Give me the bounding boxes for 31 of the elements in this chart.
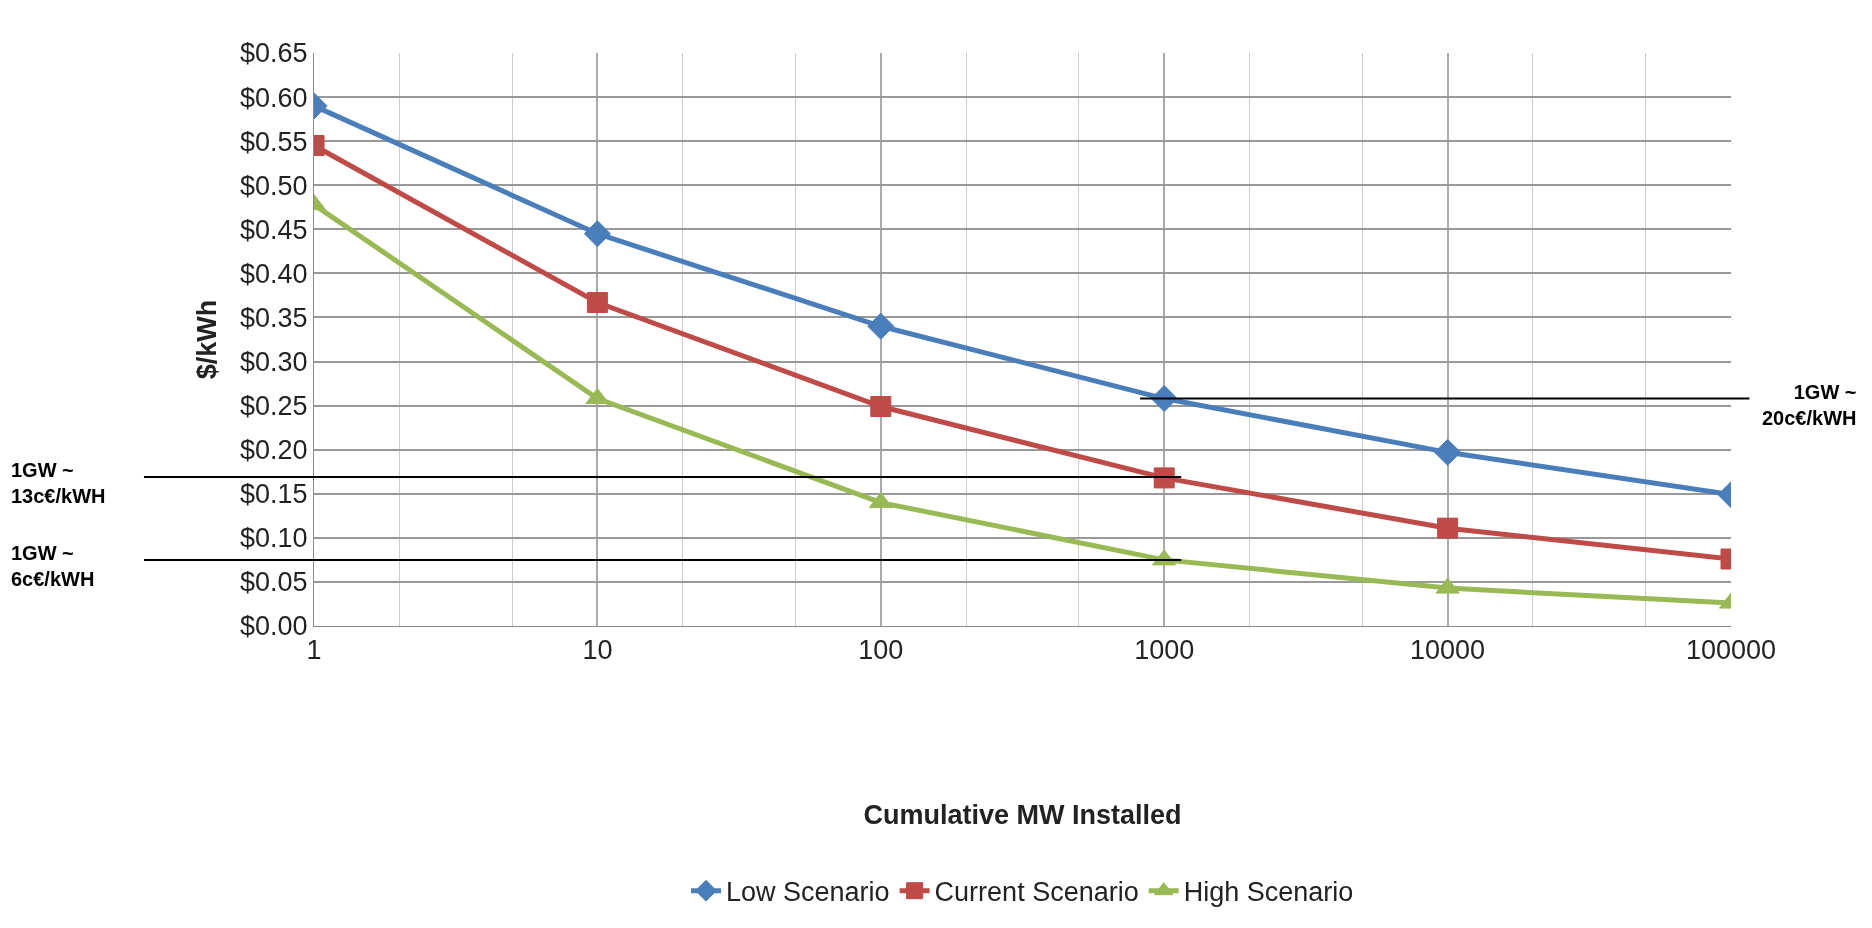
y-tick-label: $0.25 <box>240 391 308 422</box>
point <box>1153 467 1175 489</box>
y-tick-label: $0.20 <box>240 435 308 466</box>
x-tick-label: 1000 <box>1134 635 1195 666</box>
ref-line-label: 1GW ~ 6c€/kWH <box>11 542 95 590</box>
y-tick-label: $0.55 <box>240 126 308 157</box>
y-tick-label: $0.10 <box>240 523 308 554</box>
y-tick-label: $0.40 <box>240 258 308 289</box>
y-tick-label: $0.05 <box>240 567 308 598</box>
x-tick-label: 1 <box>306 635 322 666</box>
ref-line-label: 1GW ~ 13c€/kWH <box>11 459 106 507</box>
legend-label: Current Scenario <box>934 877 1139 908</box>
y-tick-label: $0.60 <box>240 82 308 113</box>
x-tick-label: 10000 <box>1410 635 1486 666</box>
point <box>870 396 892 417</box>
x-tick-label: 100000 <box>1685 635 1777 666</box>
y-axis-title: $/kWh <box>192 299 223 380</box>
legend-label: High Scenario <box>1183 877 1354 908</box>
y-tick-label: $0.00 <box>240 611 308 642</box>
y-tick-label: $0.65 <box>240 38 308 69</box>
y-tick-label: $0.30 <box>240 346 308 377</box>
y-tick-label: $0.45 <box>240 214 308 245</box>
y-tick-label: $0.15 <box>240 479 308 510</box>
legend-label: Low Scenario <box>726 877 890 908</box>
x-tick-label: 10 <box>582 635 613 666</box>
x-tick-label: 100 <box>858 635 904 666</box>
x-axis-title: Cumulative MW Installed <box>863 799 1182 830</box>
point <box>867 312 895 340</box>
y-tick-label: $0.50 <box>240 170 308 201</box>
y-tick-label: $0.35 <box>240 302 308 333</box>
ref-line-label: 1GW ~ 20c€/kWH <box>1762 381 1857 429</box>
